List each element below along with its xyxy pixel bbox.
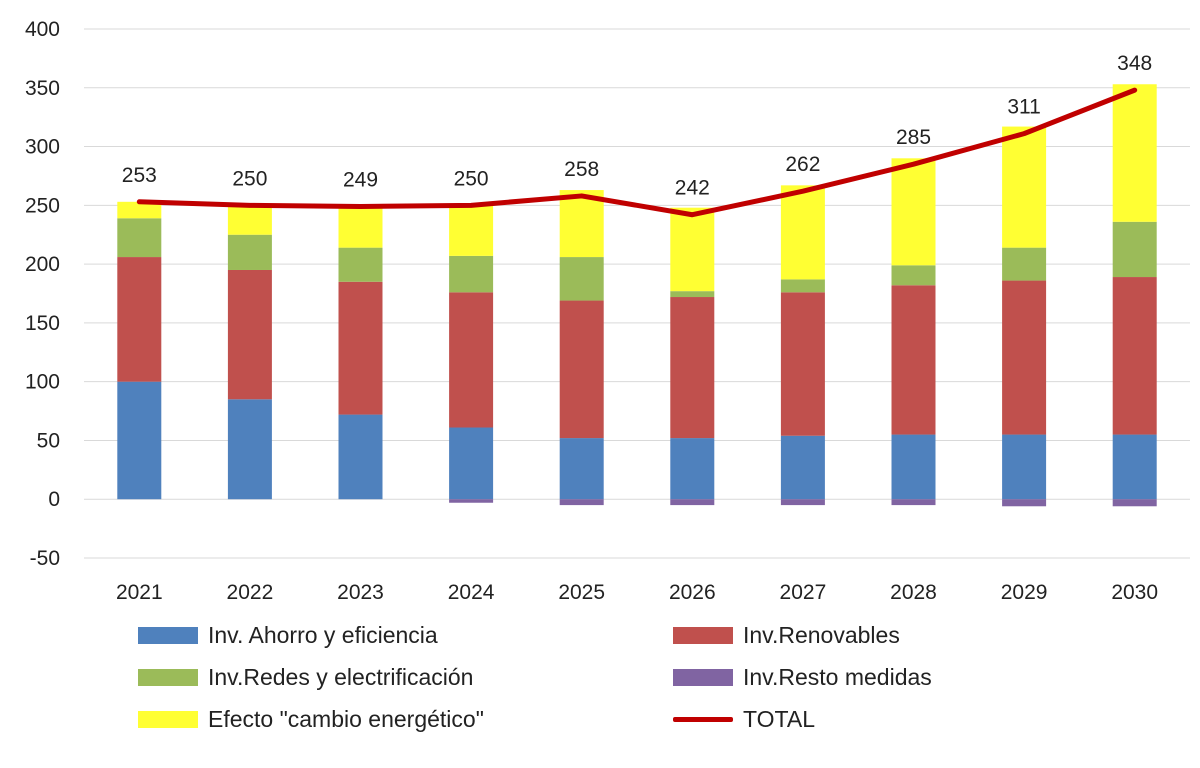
bar-segment — [1002, 280, 1047, 435]
bar-segment — [338, 414, 383, 500]
bar-segment — [559, 499, 604, 506]
total-line — [136, 87, 1138, 218]
legend: Inv. Ahorro y eficiencia Inv.Renovables … — [138, 622, 1038, 752]
bar-segment — [670, 297, 715, 439]
x-tick-label: 2022 — [227, 581, 274, 600]
total-data-label: 242 — [675, 177, 710, 200]
total-data-label: 262 — [785, 153, 820, 176]
bar-segment — [1112, 221, 1157, 278]
legend-label-total: TOTAL — [743, 706, 815, 732]
legend-label-resto: Inv.Resto medidas — [743, 664, 932, 690]
total-data-label: 311 — [1007, 96, 1040, 119]
x-tick-label: 2029 — [1001, 581, 1048, 600]
x-tick-label: 2023 — [337, 581, 384, 600]
y-tick-label: 400 — [25, 18, 60, 41]
bar-segment — [559, 438, 604, 500]
y-tick-label: 250 — [25, 194, 60, 217]
bar-segment — [1002, 247, 1047, 281]
y-tick-label: 50 — [37, 429, 60, 452]
bar-segment — [449, 255, 494, 293]
legend-swatch-renovables — [673, 627, 733, 644]
bar-segment — [780, 279, 825, 293]
y-tick-label: 200 — [25, 253, 60, 276]
bar-segment — [559, 257, 604, 301]
bar-segment — [670, 207, 715, 292]
legend-swatch-cambio — [138, 711, 198, 728]
y-tick-label: 300 — [25, 136, 60, 159]
bar-segment — [559, 190, 604, 258]
bar-segment — [338, 206, 383, 248]
x-tick-label: 2025 — [558, 581, 605, 600]
bar-segment — [227, 399, 272, 500]
legend-label-renovables: Inv.Renovables — [743, 622, 900, 648]
bar-segment — [891, 499, 936, 506]
bar-segment — [780, 435, 825, 500]
x-tick-label: 2030 — [1111, 581, 1158, 600]
bar-segment — [1002, 499, 1047, 507]
legend-item-redes: Inv.Redes y electrificación — [138, 664, 473, 691]
y-tick-label: -50 — [30, 547, 60, 570]
bar-segment — [1112, 499, 1157, 507]
bar-segment — [117, 257, 162, 382]
bar-segment — [338, 247, 383, 282]
y-tick-label: 100 — [25, 371, 60, 394]
bar-segment — [891, 265, 936, 286]
legend-item-ahorro: Inv. Ahorro y eficiencia — [138, 622, 438, 649]
bar-segment — [117, 381, 162, 500]
bar-segment — [449, 292, 494, 428]
x-tick-label: 2027 — [780, 581, 827, 600]
bar-segment — [449, 499, 494, 503]
x-tick-label: 2021 — [116, 581, 163, 600]
total-data-label: 249 — [343, 169, 378, 192]
legend-label-ahorro: Inv. Ahorro y eficiencia — [208, 622, 438, 648]
bar-segment — [780, 499, 825, 506]
bar-segment — [670, 291, 715, 298]
bar-segment — [449, 205, 494, 256]
x-tick-label: 2026 — [669, 581, 716, 600]
total-data-label: 348 — [1117, 52, 1152, 75]
bar-segment — [449, 427, 494, 500]
bar-segment — [117, 201, 162, 219]
y-tick-label: 350 — [25, 77, 60, 100]
total-data-label: 250 — [454, 167, 489, 190]
legend-swatch-resto — [673, 669, 733, 686]
legend-item-total: TOTAL — [673, 706, 815, 733]
bar-segment — [1112, 434, 1157, 500]
legend-swatch-total — [673, 717, 733, 722]
legend-label-cambio: Efecto "cambio energético" — [208, 706, 484, 732]
bar-segment — [1002, 434, 1047, 500]
legend-swatch-ahorro — [138, 627, 198, 644]
legend-swatch-redes — [138, 669, 198, 686]
total-data-label: 285 — [896, 126, 931, 149]
bar-segment — [780, 292, 825, 436]
bar-segment — [891, 158, 936, 266]
bar-segment — [891, 434, 936, 500]
total-data-label: 258 — [564, 158, 599, 181]
bar-segment — [1112, 84, 1157, 222]
total-data-label: 250 — [232, 167, 267, 190]
legend-label-redes: Inv.Redes y electrificación — [208, 664, 474, 690]
bar-segment — [891, 285, 936, 435]
bar-segment — [1112, 277, 1157, 435]
bar-segment — [227, 234, 272, 270]
bar-segment — [780, 185, 825, 280]
y-tick-label: 150 — [25, 312, 60, 335]
bar-segment — [559, 300, 604, 439]
x-tick-label: 2028 — [890, 581, 937, 600]
bar-segment — [338, 281, 383, 415]
bar-segment — [227, 269, 272, 400]
y-tick-label: 0 — [48, 488, 60, 511]
bar-segment — [670, 499, 715, 506]
x-tick-label: 2024 — [448, 581, 495, 600]
legend-item-resto: Inv.Resto medidas — [673, 664, 932, 691]
legend-item-cambio: Efecto "cambio energético" — [138, 706, 484, 733]
stacked-bar-chart: -50 0 50 100 150 200 250 300 350 400 2021 2022 2023 2… — [25, 18, 1190, 600]
bar-segment — [117, 218, 162, 258]
legend-item-renovables: Inv.Renovables — [673, 622, 900, 649]
total-data-label: 253 — [122, 164, 157, 187]
bar-segment — [670, 438, 715, 500]
bar-segment — [227, 205, 272, 235]
bar-segment — [1002, 126, 1047, 248]
